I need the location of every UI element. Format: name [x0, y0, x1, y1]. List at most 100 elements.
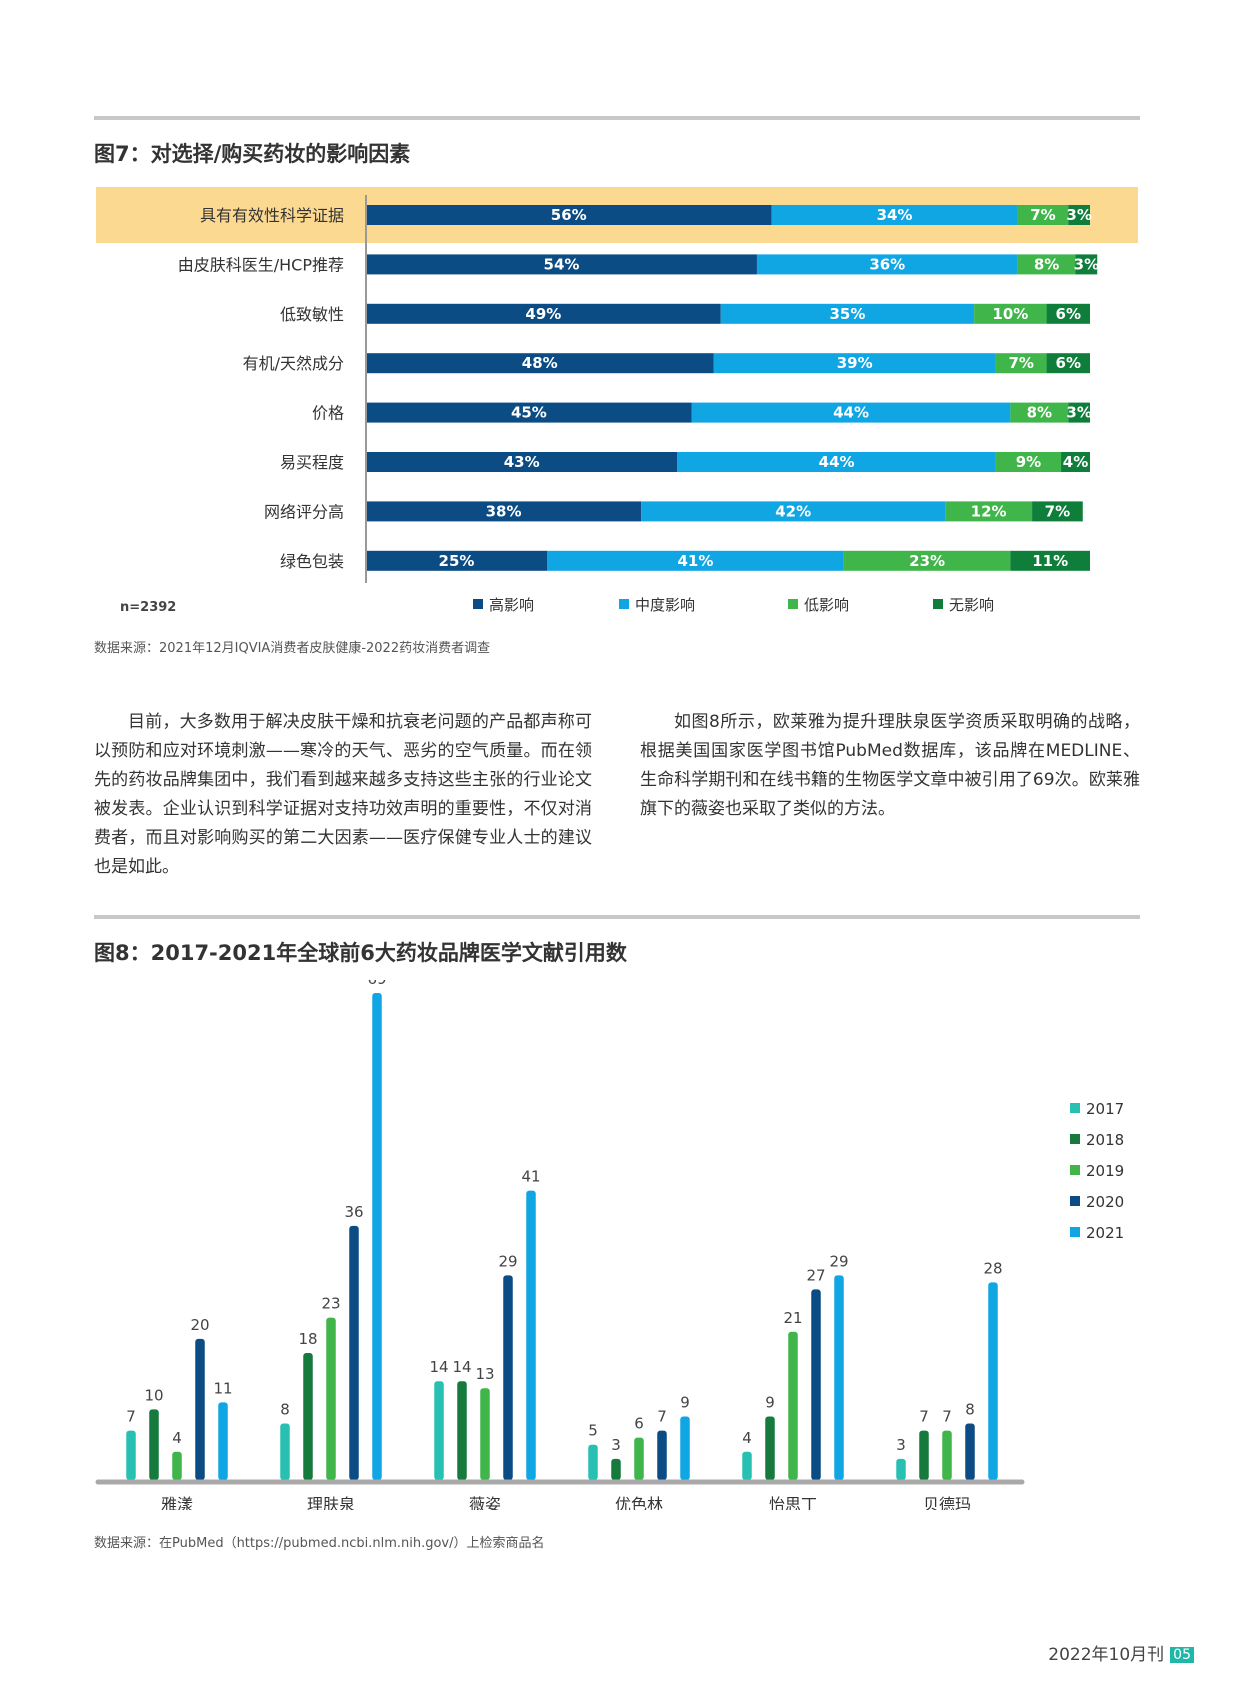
bar-segment — [547, 550, 844, 571]
bar-segment — [366, 254, 757, 275]
data-label: 54% — [544, 255, 580, 273]
data-label: 41% — [677, 552, 713, 570]
bar — [611, 1458, 621, 1480]
body-paragraph-right: 如图8所示，欧莱雅为提升理肤泉医学资质采取明确的战略，根据美国国家医学图书馆Pu… — [640, 712, 1140, 819]
bar-value-label: 29 — [498, 1252, 517, 1270]
bar-segment — [1010, 550, 1090, 571]
fig8-legend: 2017 2018 2019 2020 2021 — [1070, 1100, 1124, 1255]
bar-value-label: 11 — [213, 1379, 232, 1397]
category-label: 价格 — [312, 404, 344, 423]
bar — [280, 1423, 290, 1480]
bar-segment — [691, 402, 1011, 423]
x-tick-label: 怡思丁 — [769, 1495, 817, 1510]
bar-value-label: 13 — [475, 1365, 494, 1383]
bar-segment — [995, 353, 1047, 374]
bar-segment — [366, 205, 772, 225]
fig8-source: 数据来源：在PubMed（https://pubmed.ncbi.nlm.nih… — [94, 1536, 545, 1551]
bar — [765, 1416, 775, 1480]
x-tick-label: 薇姿 — [469, 1495, 501, 1510]
fig7-legend-medium: 中度影响 — [619, 594, 695, 615]
legend-label-2018: 2018 — [1086, 1131, 1125, 1149]
bar-segment — [1010, 402, 1069, 423]
bar-value-label: 3 — [896, 1436, 906, 1454]
bar-segment — [713, 353, 996, 374]
bar-segment — [641, 501, 946, 522]
bar-value-label: 7 — [919, 1408, 929, 1426]
legend-swatch-2017 — [1070, 1103, 1080, 1113]
data-label: 35% — [830, 305, 866, 323]
bar — [372, 993, 382, 1480]
legend-item-2017: 2017 — [1070, 1100, 1124, 1131]
fig7-legend-low: 低影响 — [788, 594, 849, 615]
bar-segment — [366, 353, 714, 374]
bar — [834, 1275, 844, 1480]
data-label: 49% — [525, 305, 561, 323]
bar-value-label: 14 — [452, 1358, 471, 1376]
data-label: 36% — [869, 255, 905, 273]
bar — [788, 1331, 798, 1480]
bar-value-label: 27 — [806, 1266, 825, 1284]
bar-segment — [1046, 303, 1090, 324]
bar-segment — [677, 452, 996, 472]
bar-value-label: 9 — [680, 1393, 690, 1411]
data-label: 7% — [1030, 206, 1055, 224]
bar-value-label: 10 — [144, 1386, 163, 1404]
bar-value-label: 23 — [321, 1295, 340, 1313]
legend-swatch-2020 — [1070, 1196, 1080, 1206]
data-label: 44% — [819, 453, 855, 471]
data-label: 44% — [833, 404, 869, 422]
bar-value-label: 20 — [190, 1316, 209, 1334]
bar — [742, 1451, 752, 1480]
data-label: 3% — [1066, 206, 1091, 224]
bar-segment — [366, 402, 692, 423]
body-paragraph-left: 目前，大多数用于解决皮肤干燥和抗衰老问题的产品都声称可以预防和应对环境刺激——寒… — [94, 712, 592, 877]
bar — [149, 1409, 159, 1480]
bar-value-label: 7 — [942, 1408, 952, 1426]
data-label: 34% — [877, 206, 913, 224]
legend-swatch-none — [933, 599, 943, 609]
x-tick-label: 理肤泉 — [307, 1495, 355, 1510]
bar-value-label: 36 — [344, 1203, 363, 1221]
bar-value-label: 14 — [429, 1358, 448, 1376]
bar-segment — [1017, 205, 1069, 225]
fig7-legend-none: 无影响 — [933, 594, 994, 615]
bar — [434, 1381, 444, 1480]
bar-value-label: 7 — [657, 1408, 667, 1426]
legend-swatch-2019 — [1070, 1165, 1080, 1175]
bar — [126, 1430, 136, 1480]
bar-segment — [1017, 254, 1076, 275]
data-label: 39% — [837, 354, 873, 372]
bar-segment — [771, 205, 1018, 225]
bar-value-label: 5 — [588, 1422, 598, 1440]
fig8-chart: 71042011雅漾818233669理肤泉1414132941薇姿53679优… — [95, 980, 1025, 1510]
legend-swatch-2021 — [1070, 1227, 1080, 1237]
bar-segment — [974, 303, 1047, 324]
legend-item-2018: 2018 — [1070, 1131, 1124, 1162]
legend-item-2019: 2019 — [1070, 1162, 1124, 1193]
bar-value-label: 8 — [965, 1401, 975, 1419]
bar — [457, 1381, 467, 1480]
bar — [811, 1289, 821, 1480]
bar — [588, 1444, 598, 1480]
bar — [965, 1423, 975, 1480]
bar — [349, 1225, 359, 1480]
category-label: 网络评分高 — [264, 502, 344, 521]
legend-label-low: 低影响 — [804, 596, 850, 614]
bar-segment — [945, 501, 1033, 522]
bar-value-label: 41 — [521, 1168, 540, 1186]
data-label: 38% — [486, 502, 522, 520]
bar — [303, 1352, 313, 1480]
page-number: 05 — [1170, 1647, 1194, 1663]
bar-value-label: 6 — [634, 1415, 644, 1433]
data-label: 11% — [1032, 552, 1068, 570]
data-label: 8% — [1027, 404, 1052, 422]
data-label: 6% — [1056, 354, 1081, 372]
sample-size-label: n=2392 — [120, 600, 177, 615]
bar — [526, 1190, 536, 1480]
data-label: 3% — [1066, 404, 1091, 422]
top-divider — [94, 116, 1140, 120]
bar-value-label: 28 — [983, 1259, 1002, 1277]
legend-swatch-low — [788, 599, 798, 609]
data-label: 12% — [971, 502, 1007, 520]
x-tick-label: 优色林 — [615, 1495, 663, 1510]
